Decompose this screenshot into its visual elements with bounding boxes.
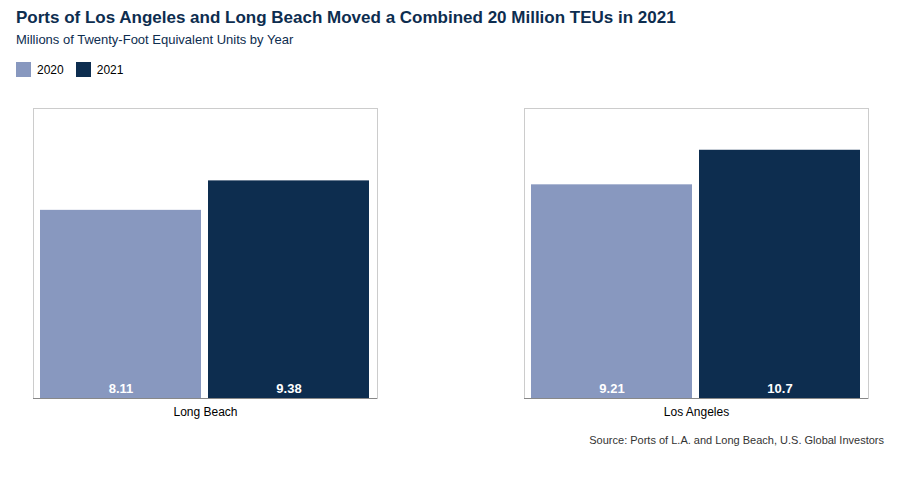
html-text:Ports of Los Angeles and Long: Ports of Los Angeles and Long Beach Move… — [16, 8, 676, 27]
svg-text:9.21: 9.21 — [599, 381, 624, 396]
svg-text:Los Angeles: Los Angeles — [664, 405, 729, 419]
html-text:2020: 2020 — [37, 62, 64, 77]
html-text:Source: Ports of L.A. and Long: Source: Ports of L.A. and Long Beach, U.… — [589, 434, 884, 446]
svg-text:8.11: 8.11 — [109, 381, 134, 396]
svg-text:10.7: 10.7 — [767, 381, 792, 396]
svg-text:Long Beach: Long Beach — [173, 405, 237, 419]
svg-text:9.38: 9.38 — [276, 381, 301, 396]
html-text:2021: 2021 — [96, 62, 124, 77]
html-text:Millions of Twenty-Foot Equiva: Millions of Twenty-Foot Equivalent Units… — [16, 32, 294, 47]
